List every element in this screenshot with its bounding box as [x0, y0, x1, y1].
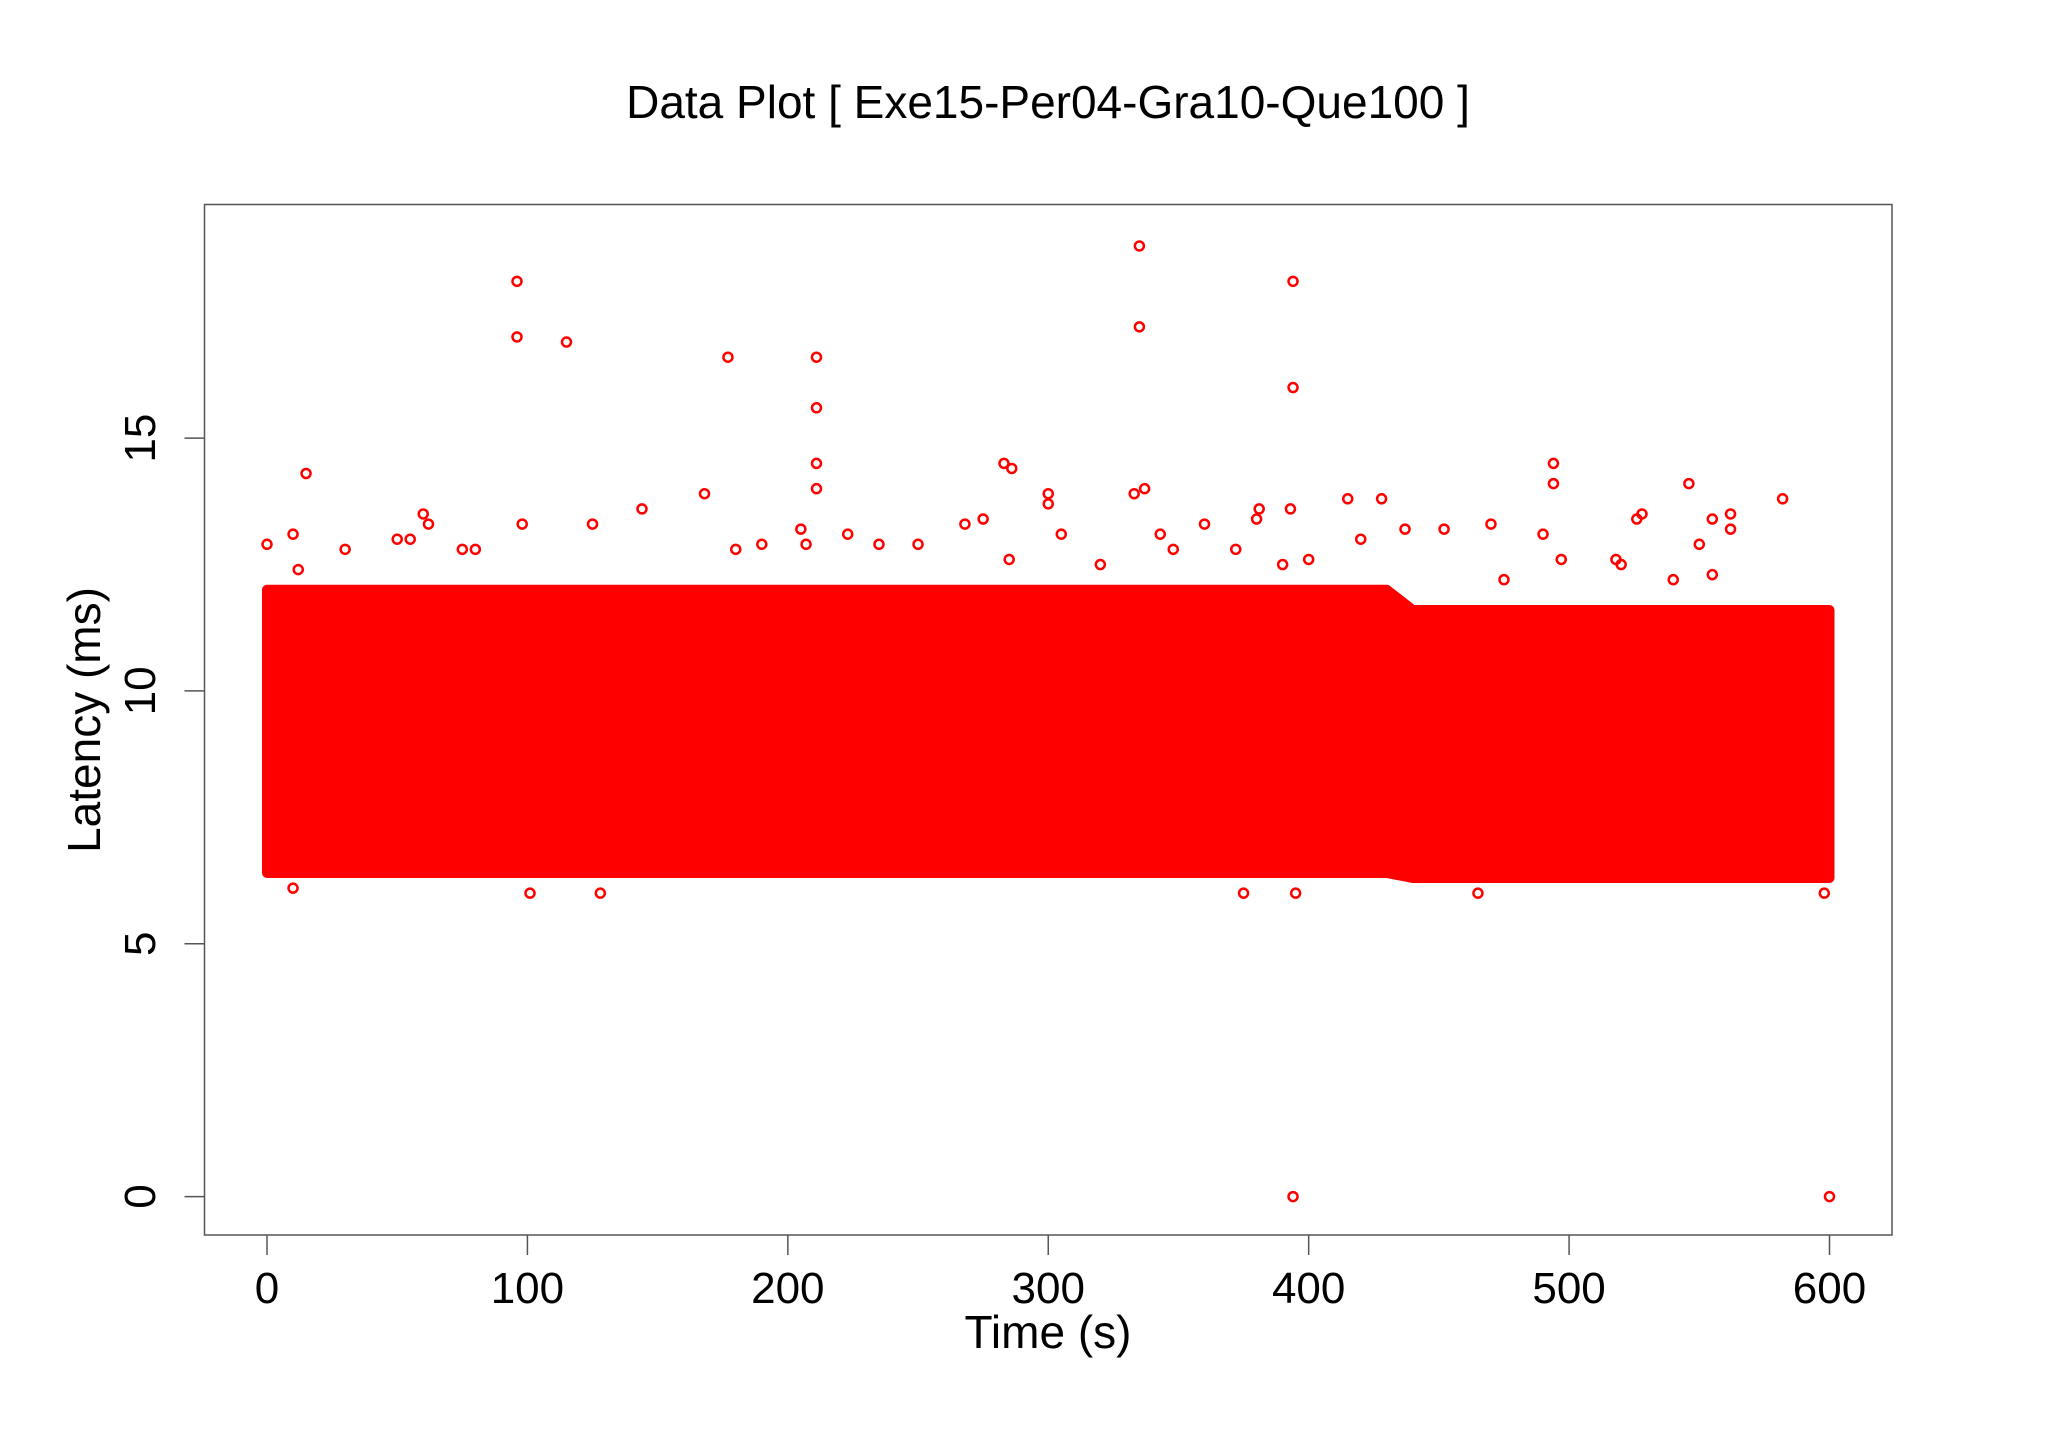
point: [1167, 543, 1179, 556]
point: [810, 351, 823, 363]
point: [698, 487, 711, 500]
point: [1706, 513, 1719, 525]
point: [810, 457, 823, 470]
y-tick-label: 10: [116, 666, 165, 715]
point: [300, 467, 312, 480]
chart-title: Data Plot [ Exe15-Per04-Gra10-Que100 ]: [626, 76, 1470, 128]
point: [1133, 240, 1146, 252]
point: [1289, 887, 1302, 899]
x-tick-label: 400: [1272, 1264, 1345, 1313]
point: [1818, 887, 1831, 899]
point: [998, 457, 1010, 470]
point: [1776, 493, 1789, 505]
point: [873, 538, 885, 551]
point: [594, 887, 607, 899]
point: [511, 275, 523, 288]
point: [1341, 493, 1354, 505]
point: [1276, 558, 1289, 571]
y-tick-label: 0: [116, 1184, 165, 1208]
point: [1667, 573, 1679, 586]
point: [1547, 477, 1560, 490]
point: [1094, 558, 1107, 571]
point: [795, 523, 807, 535]
point: [560, 336, 573, 348]
point: [1237, 887, 1250, 899]
point: [1055, 528, 1068, 540]
point: [404, 533, 416, 545]
point: [586, 518, 599, 530]
point: [1683, 477, 1695, 490]
point: [1287, 275, 1299, 288]
point: [1253, 503, 1265, 515]
point: [959, 518, 971, 530]
point: [1631, 513, 1643, 525]
point: [841, 528, 854, 540]
point: [1006, 462, 1018, 475]
point: [912, 538, 924, 551]
x-tick-label: 0: [255, 1264, 279, 1313]
point: [1003, 553, 1015, 566]
point: [1823, 1190, 1836, 1203]
point: [636, 503, 648, 515]
point: [1547, 457, 1560, 470]
point: [1615, 558, 1627, 571]
point: [1133, 321, 1146, 333]
point: [1724, 508, 1737, 520]
point: [1375, 493, 1388, 505]
point: [516, 518, 528, 530]
point: [1438, 523, 1450, 535]
x-tick-label: 600: [1793, 1264, 1866, 1313]
point: [730, 543, 742, 556]
point: [422, 518, 435, 530]
point: [524, 887, 536, 899]
point: [810, 482, 823, 495]
point: [1042, 498, 1054, 510]
point: [1128, 487, 1140, 500]
point: [1724, 523, 1737, 535]
point: [756, 538, 768, 551]
point: [977, 513, 989, 525]
point: [469, 543, 482, 556]
y-tick-label: 15: [116, 414, 165, 463]
point: [1198, 518, 1211, 530]
point: [391, 533, 403, 545]
point: [1302, 553, 1315, 566]
point: [1498, 573, 1510, 586]
point: [511, 331, 523, 343]
x-axis-label: Time (s): [965, 1306, 1132, 1358]
point: [1287, 381, 1299, 394]
point: [1537, 528, 1549, 540]
dense-band: [262, 584, 1835, 884]
point: [1230, 543, 1242, 556]
point: [339, 543, 351, 556]
point: [261, 538, 273, 551]
point: [417, 508, 429, 520]
point: [1399, 523, 1411, 535]
point: [1138, 482, 1151, 495]
x-tick-label: 100: [491, 1264, 564, 1313]
point: [1706, 568, 1719, 581]
point: [1472, 887, 1484, 899]
point: [1693, 538, 1706, 551]
point: [1287, 1190, 1299, 1203]
point: [1250, 513, 1263, 525]
y-tick-label: 5: [116, 932, 165, 956]
point: [292, 563, 304, 576]
point: [287, 882, 299, 894]
point: [1485, 518, 1497, 530]
point: [456, 543, 469, 556]
point: [810, 402, 823, 414]
x-tick-label: 300: [1012, 1264, 1085, 1313]
y-axis-label: Latency (ms): [58, 587, 110, 853]
point: [1555, 553, 1568, 566]
point: [1284, 503, 1297, 515]
point: [287, 528, 299, 540]
x-tick-label: 500: [1532, 1264, 1605, 1313]
point: [800, 538, 812, 551]
point: [1154, 528, 1166, 540]
point: [722, 351, 734, 363]
x-tick-label: 200: [751, 1264, 824, 1313]
point: [1355, 533, 1367, 545]
